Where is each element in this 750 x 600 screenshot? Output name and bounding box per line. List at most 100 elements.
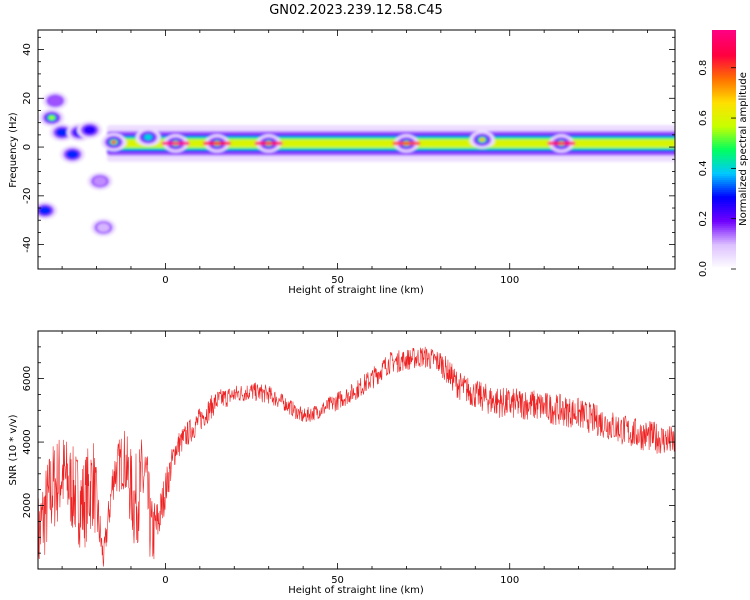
spectrogram-blob (59, 130, 65, 135)
colorbar-swatch (712, 209, 736, 212)
colorbar-tick-label: 0.8 (698, 60, 709, 76)
spectrogram-ytick-label: 0 (22, 144, 33, 150)
colorbar-swatch (712, 169, 736, 173)
colorbar-swatch (712, 249, 736, 252)
colorbar-swatch (712, 259, 736, 262)
colorbar-swatch (712, 243, 736, 246)
colorbar-swatch (712, 215, 736, 218)
colorbar-swatch (712, 99, 736, 103)
colorbar-swatch (712, 85, 736, 89)
colorbar-swatch (712, 211, 736, 214)
colorbar-swatch (712, 253, 736, 256)
colorbar-swatch (712, 157, 736, 161)
colorbar-tick-label: 0.0 (698, 261, 709, 277)
colorbar-label: Normalized spectral amplitude (738, 72, 749, 226)
spectrogram-xtick-label: 50 (331, 275, 344, 286)
spectrogram-peak (203, 141, 232, 146)
colorbar-swatch (712, 245, 736, 248)
colorbar-swatch (712, 257, 736, 260)
colorbar-swatch (712, 49, 736, 53)
colorbar-swatch (712, 217, 736, 220)
colorbar-swatch (712, 111, 736, 115)
colorbar-tick-label: 0.4 (698, 160, 709, 176)
colorbar-swatch (712, 205, 736, 208)
colorbar-swatch (712, 173, 736, 176)
spectrogram-ylabel: Frequency (Hz) (8, 112, 19, 188)
colorbar-gradient (712, 30, 736, 270)
colorbar-swatch (712, 151, 736, 155)
colorbar-swatch (712, 97, 736, 101)
colorbar-swatch (712, 191, 736, 194)
colorbar-swatch (712, 221, 736, 224)
colorbar-swatch (712, 143, 736, 147)
colorbar-swatch (712, 177, 736, 180)
spectrogram-frame (37, 29, 676, 270)
colorbar-swatch (712, 79, 736, 83)
colorbar-swatch (712, 59, 736, 63)
colorbar-swatch (712, 77, 736, 81)
colorbar-swatch (712, 115, 736, 119)
spectrogram-image (38, 91, 675, 237)
snr-xtick-label: 0 (162, 575, 168, 586)
spectrogram-panel: 0 50 100 -40 -20 0 20 40 Height of straight lin… (8, 29, 676, 296)
spectrogram-blob (42, 208, 48, 213)
spectrogram-ytick-label: 20 (22, 92, 33, 105)
spectrogram-ytick-label: -40 (22, 236, 33, 252)
snr-xlabel: Height of straight line (km) (288, 585, 424, 596)
colorbar-swatch (712, 37, 736, 41)
colorbar-swatch (712, 123, 736, 127)
colorbar-swatch (712, 197, 736, 200)
colorbar-swatch (712, 51, 736, 55)
colorbar-swatch (712, 61, 736, 65)
spectrogram-blob (49, 115, 55, 120)
colorbar-tick-label: 0.2 (698, 211, 709, 227)
colorbar-swatch (712, 63, 736, 67)
spectrogram-xtick-label: 100 (500, 275, 519, 286)
colorbar-swatch (712, 267, 736, 270)
colorbar-swatch (712, 69, 736, 73)
colorbar-swatch (712, 153, 736, 157)
colorbar-swatch (712, 75, 736, 79)
colorbar-swatch (712, 187, 736, 190)
colorbar-swatch (712, 57, 736, 61)
colorbar-swatch (712, 67, 736, 71)
colorbar-swatch (712, 195, 736, 198)
colorbar-ticks: 0.0 0.2 0.4 0.6 0.8 (698, 60, 736, 277)
colorbar-swatch (712, 239, 736, 242)
colorbar-swatch (712, 139, 736, 143)
colorbar-swatch (712, 105, 736, 109)
colorbar-swatch (712, 89, 736, 93)
spectrogram-peak (161, 141, 190, 146)
snr-ytick-label: 2000 (22, 493, 33, 518)
snr-series-line (38, 346, 675, 569)
colorbar-swatch (712, 121, 736, 125)
snr-panel: 0 50 100 2000 4000 6000 Height of straight li… (8, 330, 676, 596)
spectrogram-blob (52, 98, 58, 103)
colorbar-swatch (712, 231, 736, 234)
colorbar-swatch (712, 207, 736, 210)
colorbar-swatch (712, 39, 736, 43)
colorbar-swatch (712, 167, 736, 171)
colorbar-swatch (712, 43, 736, 47)
colorbar-swatch (712, 255, 736, 258)
colorbar-swatch (712, 189, 736, 192)
spectrogram-cells (38, 91, 675, 237)
colorbar-swatch (712, 127, 736, 131)
spectrogram-ticks: 0 50 100 -40 -20 0 20 40 (22, 30, 675, 286)
colorbar-swatch (712, 30, 736, 33)
spectrogram-blob (145, 135, 151, 140)
colorbar-swatch (712, 95, 736, 99)
colorbar-swatch (712, 133, 736, 137)
colorbar-swatch (712, 141, 736, 145)
snr-ticks: 0 50 100 2000 4000 6000 (22, 330, 675, 586)
snr-xtick-label: 50 (331, 575, 344, 586)
colorbar-swatch (712, 71, 736, 75)
colorbar-swatch (712, 155, 736, 159)
snr-frame (37, 330, 676, 570)
colorbar-swatch (712, 107, 736, 111)
colorbar-swatch (712, 55, 736, 59)
spectrogram-ytick-label: -20 (22, 188, 33, 204)
spectrogram-peak (392, 141, 421, 146)
colorbar-swatch (712, 129, 736, 133)
